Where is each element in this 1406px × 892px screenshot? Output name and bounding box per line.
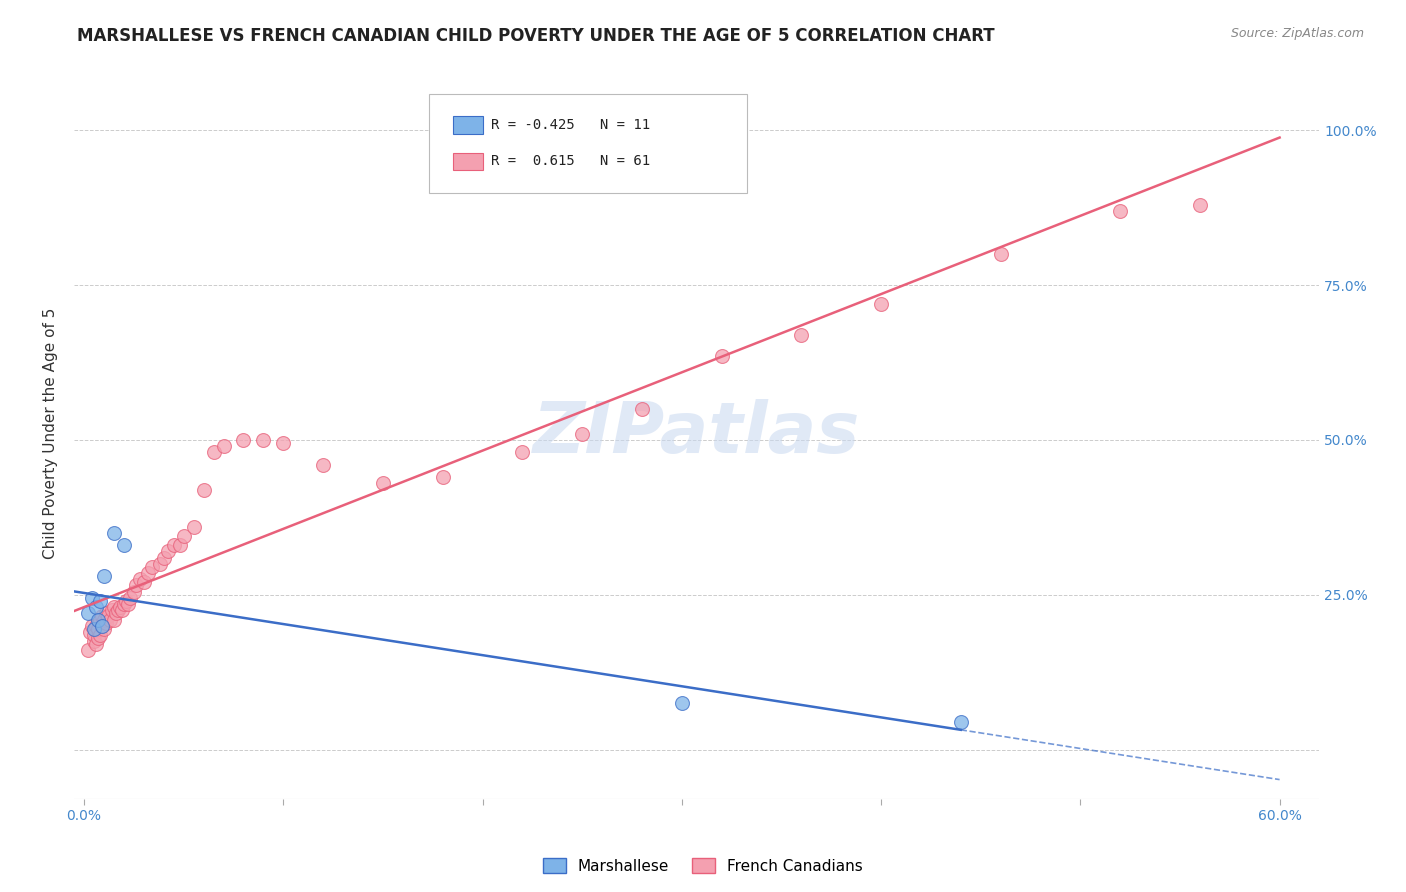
Point: [94, 615, 117, 630]
Point: [93, 622, 115, 636]
Point: [108, 600, 131, 615]
FancyBboxPatch shape: [453, 153, 482, 170]
Point: [990, 247, 1012, 261]
Point: [80, 591, 103, 605]
Point: [118, 591, 141, 605]
Point: [117, 597, 139, 611]
Point: [202, 445, 225, 459]
Point: [212, 439, 235, 453]
Point: [173, 529, 195, 543]
Point: [104, 607, 127, 621]
Point: [101, 603, 124, 617]
FancyBboxPatch shape: [453, 116, 482, 134]
Point: [141, 560, 163, 574]
Point: [89, 628, 111, 642]
Point: [107, 603, 129, 617]
Point: [87, 631, 110, 645]
Point: [89, 613, 111, 627]
Point: [232, 433, 254, 447]
Point: [84, 637, 107, 651]
Point: [273, 436, 295, 450]
Point: [1188, 198, 1211, 212]
Text: R = -0.425   N = 11: R = -0.425 N = 11: [491, 118, 651, 132]
Point: [312, 458, 335, 472]
Text: ZIPatlas: ZIPatlas: [533, 400, 860, 468]
FancyBboxPatch shape: [429, 94, 747, 193]
Point: [83, 634, 105, 648]
Point: [125, 578, 148, 592]
Point: [91, 618, 114, 632]
Point: [98, 613, 121, 627]
Point: [93, 569, 115, 583]
Point: [790, 327, 813, 342]
Point: [91, 609, 114, 624]
Point: [183, 519, 205, 533]
Point: [79, 624, 101, 639]
Point: [671, 696, 693, 710]
Point: [83, 622, 105, 636]
Point: [112, 597, 135, 611]
Point: [512, 445, 534, 459]
Text: R =  0.615   N = 61: R = 0.615 N = 61: [491, 154, 651, 169]
Point: [571, 426, 593, 441]
Point: [136, 566, 159, 580]
Point: [87, 613, 110, 627]
Point: [84, 618, 107, 632]
Point: [163, 538, 186, 552]
Point: [84, 600, 107, 615]
Point: [152, 550, 174, 565]
Point: [710, 350, 733, 364]
Point: [252, 433, 274, 447]
Point: [97, 609, 120, 624]
Point: [949, 714, 972, 729]
Point: [149, 557, 172, 571]
Legend: Marshallese, French Canadians: Marshallese, French Canadians: [537, 852, 869, 880]
Point: [132, 575, 155, 590]
Point: [112, 538, 135, 552]
Point: [1109, 203, 1132, 218]
Point: [77, 643, 100, 657]
Point: [83, 628, 105, 642]
Point: [169, 538, 191, 552]
Point: [89, 594, 111, 608]
Point: [371, 476, 394, 491]
Point: [156, 544, 179, 558]
Text: Source: ZipAtlas.com: Source: ZipAtlas.com: [1230, 27, 1364, 40]
Point: [870, 297, 893, 311]
Y-axis label: Child Poverty Under the Age of 5: Child Poverty Under the Age of 5: [44, 308, 58, 559]
Point: [91, 618, 114, 632]
Point: [94, 607, 117, 621]
Point: [193, 483, 215, 497]
Point: [111, 603, 134, 617]
Point: [122, 584, 145, 599]
Point: [80, 618, 103, 632]
Point: [128, 572, 150, 586]
Point: [631, 402, 654, 417]
Point: [87, 622, 110, 636]
Point: [77, 607, 100, 621]
Point: [103, 600, 125, 615]
Text: MARSHALLESE VS FRENCH CANADIAN CHILD POVERTY UNDER THE AGE OF 5 CORRELATION CHAR: MARSHALLESE VS FRENCH CANADIAN CHILD POV…: [77, 27, 995, 45]
Point: [115, 594, 138, 608]
Point: [432, 470, 454, 484]
Point: [103, 613, 125, 627]
Point: [103, 525, 125, 540]
Point: [93, 613, 115, 627]
